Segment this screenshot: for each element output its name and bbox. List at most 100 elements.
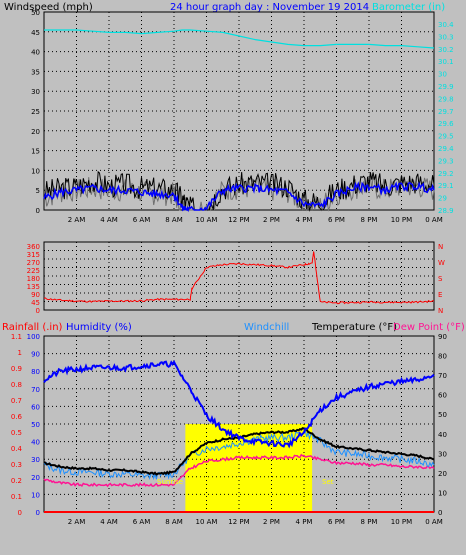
panel3-time-ticks: 2 AM 4 AM 6 AM 8 AM 10 AM 12 PM 2 PM 4 PM 6 PM 8 …: [68, 518, 443, 526]
time-tick-label: 2 AM: [68, 216, 86, 224]
wind-direction-series-line: [43, 251, 435, 305]
tick-label: 90: [31, 291, 40, 299]
temperature-axis-label: Temperature (°F): [311, 322, 397, 333]
tick-label: 360: [27, 243, 40, 251]
time-tick-label: 0 AM: [425, 518, 443, 526]
tick-label: 29.6: [438, 120, 454, 128]
tick-label: 70: [31, 386, 40, 394]
tick-label: 60: [31, 403, 40, 411]
rainfall-ticks: 1.1 1 0.9 0.8 0.7 0.6 0.5 0.4 0.3 0.2 0.1 0: [11, 333, 23, 517]
time-tick-label: 8 AM: [165, 518, 183, 526]
tick-label: 70: [438, 372, 447, 380]
tick-label: 30: [438, 71, 447, 79]
tick-label: 25: [31, 108, 40, 116]
time-tick-label: 10 AM: [196, 518, 218, 526]
tick-label: 0.6: [11, 413, 23, 421]
graph-title: 24 hour graph day : November 19 2014: [170, 2, 369, 13]
tick-label: E: [438, 291, 442, 299]
tick-label: 10: [31, 167, 40, 175]
tick-label: 29.7: [438, 108, 454, 116]
tick-label: 50: [31, 421, 40, 429]
tick-label: 0.9: [11, 365, 22, 373]
time-tick-label: 10 PM: [391, 216, 412, 224]
tick-label: 45: [31, 299, 40, 307]
tick-label: 80: [31, 368, 40, 376]
tick-label: 0.5: [11, 429, 22, 437]
temperature-ticks: 90 80 70 60 50 40 30 20 10 0: [438, 333, 447, 517]
tick-label: 270: [27, 259, 40, 267]
tick-label: 0.3: [11, 461, 22, 469]
tick-label: N: [438, 243, 443, 251]
tick-label: 0.7: [11, 397, 22, 405]
tick-label: 29.3: [438, 157, 454, 165]
dewpoint-series-line: [43, 453, 435, 488]
time-tick-label: 8 PM: [361, 518, 378, 526]
tick-label: 0: [438, 509, 442, 517]
tick-label: 0.2: [11, 477, 22, 485]
tick-label: 30.1: [438, 58, 454, 66]
tick-label: 0.1: [11, 493, 22, 501]
tick-label: 0: [36, 307, 40, 315]
tick-label: 20: [438, 470, 447, 478]
tick-label: 40: [438, 431, 447, 439]
sunrise-annotation: Sunrise: [157, 478, 183, 486]
tick-label: 30: [31, 456, 40, 464]
time-tick-label: 10 PM: [391, 518, 412, 526]
panel2-grid: [44, 242, 434, 310]
time-tick-label: 0 AM: [425, 216, 443, 224]
tick-label: 35: [31, 68, 40, 76]
time-tick-label: 2 PM: [263, 216, 280, 224]
windchill-series-line: [43, 430, 435, 481]
humidity-series-line: [43, 359, 435, 449]
tick-label: S: [438, 275, 443, 283]
humidity-axis-label: Humidity (%): [66, 322, 132, 333]
tick-label: 40: [31, 439, 40, 447]
time-tick-label: 8 PM: [361, 216, 378, 224]
time-tick-label: 6 AM: [133, 216, 151, 224]
tick-label: 10: [438, 489, 447, 497]
tick-label: 0: [36, 207, 40, 215]
panel1-frame: [43, 11, 435, 211]
tick-label: 0.4: [11, 445, 23, 453]
tick-label: 30: [31, 88, 40, 96]
time-tick-label: 8 AM: [165, 216, 183, 224]
time-tick-label: 10 AM: [196, 216, 218, 224]
tick-label: 1.1: [11, 333, 22, 341]
tick-label: 5: [36, 187, 40, 195]
rainfall-axis-label: Rainfall (.in): [2, 322, 63, 333]
tick-label: 30.4: [438, 21, 454, 29]
tick-label: 29: [438, 195, 447, 203]
tick-label: 30.2: [438, 46, 454, 54]
tick-label: 180: [27, 275, 40, 283]
tick-label: 225: [27, 267, 40, 275]
panel3-grid: [44, 336, 434, 512]
time-tick-label: 2 AM: [68, 518, 86, 526]
dewpoint-axis-label: Dew Point (°F): [393, 322, 465, 333]
tick-label: 50: [438, 411, 447, 419]
tick-label: 135: [27, 283, 40, 291]
time-tick-label: 2 PM: [263, 518, 280, 526]
tick-label: 29.5: [438, 133, 454, 141]
time-tick-label: 4 AM: [100, 518, 118, 526]
tick-label: 20: [31, 474, 40, 482]
wind-average-series-line: [43, 181, 435, 213]
panel1-series: [43, 29, 435, 213]
time-tick-label: 4 PM: [296, 518, 313, 526]
time-tick-label: 12 PM: [228, 518, 249, 526]
tick-label: W: [438, 259, 445, 267]
tick-label: 90: [31, 351, 40, 359]
tick-label: 0: [36, 509, 40, 517]
time-tick-label: 6 PM: [328, 518, 345, 526]
tick-label: 30.3: [438, 33, 454, 41]
time-tick-label: 6 PM: [328, 216, 345, 224]
tick-label: 315: [27, 251, 40, 259]
windspeed-axis-label: Windspeed (mph): [4, 2, 93, 13]
tick-label: 90: [438, 333, 447, 341]
tick-label: 0.8: [11, 381, 22, 389]
tick-label: 29.8: [438, 95, 454, 103]
time-tick-label: 12 PM: [228, 216, 249, 224]
